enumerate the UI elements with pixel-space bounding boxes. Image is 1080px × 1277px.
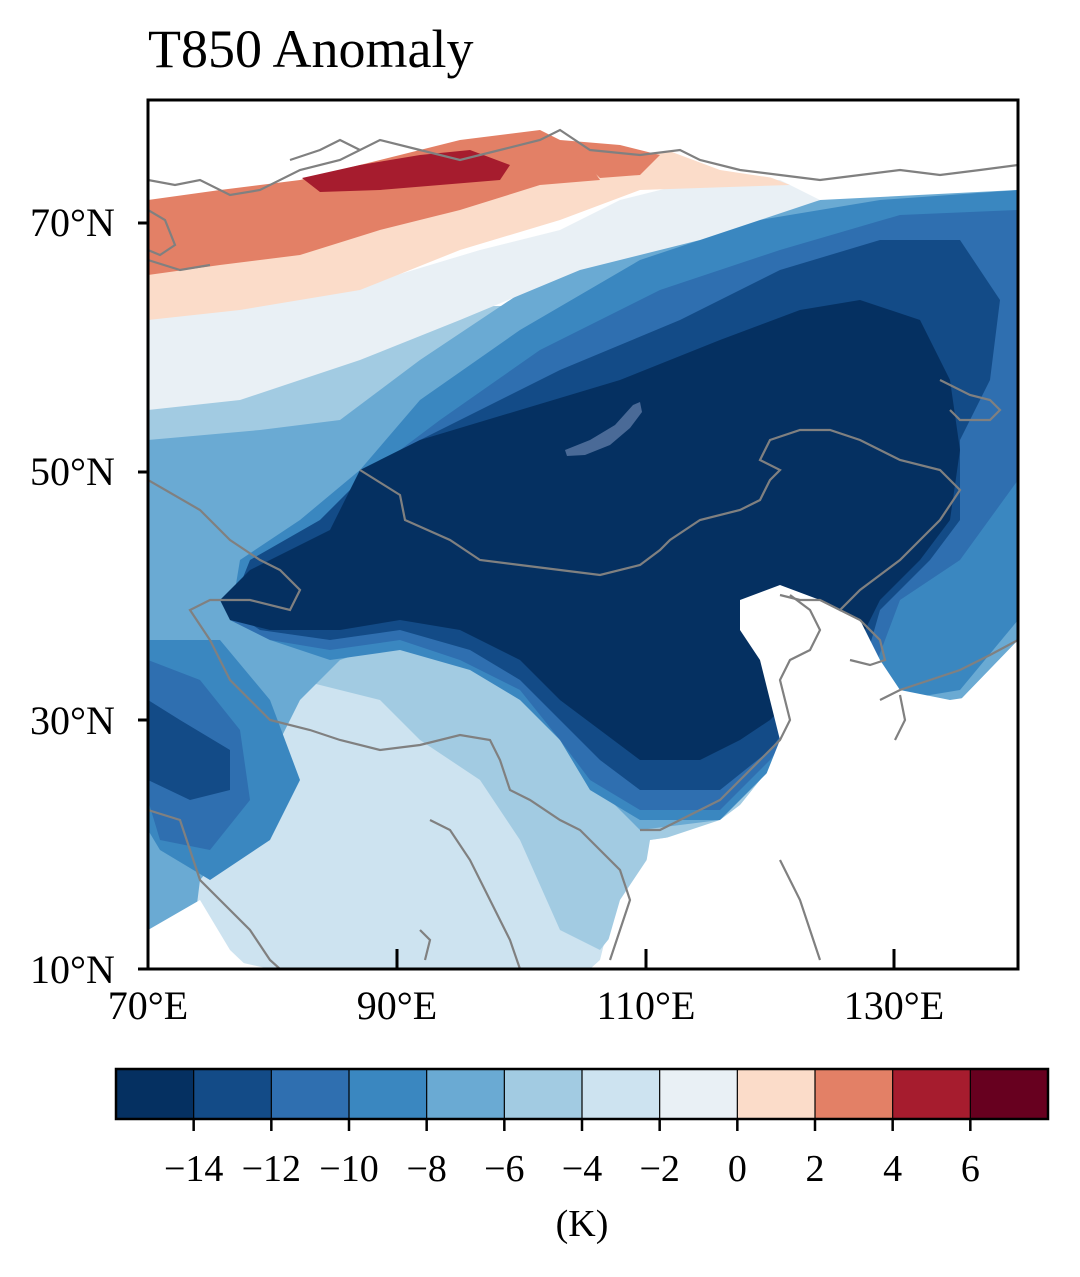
- colorbar-swatch: [349, 1069, 427, 1119]
- colorbar-swatch: [737, 1069, 815, 1119]
- colorbar-unit: (K): [555, 1203, 609, 1245]
- colorbar-label: −4: [561, 1148, 603, 1190]
- band-2-4-east: [560, 140, 660, 178]
- lat-label-70n: 70°N: [30, 200, 115, 245]
- colorbar-swatch: [193, 1069, 272, 1119]
- colorbar-label: −12: [241, 1148, 302, 1190]
- map-title: T850 Anomaly: [148, 19, 474, 79]
- lon-label-70e: 70°E: [107, 983, 189, 1028]
- colorbar-label: −2: [639, 1148, 680, 1190]
- colorbar-swatch: [892, 1069, 971, 1119]
- mask-north: [148, 100, 1018, 188]
- colorbar-label: −10: [319, 1148, 379, 1190]
- colorbar: [114, 1067, 1050, 1131]
- colorbar-swatch: [271, 1069, 349, 1119]
- colorbar-swatch: [970, 1069, 1048, 1119]
- colorbar-frame: [114, 1067, 1050, 1121]
- colorbar-label: −6: [484, 1148, 525, 1190]
- colorbar-label: −8: [406, 1148, 447, 1190]
- lat-label-50n: 50°N: [30, 449, 115, 494]
- colorbar-swatch: [582, 1069, 660, 1119]
- colorbar-swatch: [426, 1069, 505, 1119]
- colorbar-swatch: [504, 1069, 582, 1119]
- band-neg2-0: [148, 180, 820, 410]
- temperature-field: [148, 100, 1018, 969]
- mask-southwest: [148, 900, 250, 969]
- lon-label-130e: 130°E: [843, 983, 945, 1028]
- lon-label-110e: 110°E: [596, 983, 696, 1028]
- lake-baikal: [565, 402, 642, 456]
- colorbar-label: 4: [883, 1148, 903, 1190]
- coastlines: [148, 128, 1018, 969]
- lat-label-10n: 10°N: [30, 947, 115, 992]
- colorbar-swatch: [815, 1069, 893, 1119]
- axis-ticks: [138, 221, 896, 971]
- colorbar-label: 2: [805, 1148, 825, 1190]
- colorbar-label: 6: [960, 1148, 980, 1190]
- lat-label-30n: 30°N: [30, 698, 115, 743]
- colorbar-label: 0: [727, 1148, 747, 1190]
- colorbar-swatch: [116, 1069, 194, 1119]
- band-0-2: [148, 150, 790, 320]
- lon-label-90e: 90°E: [356, 983, 438, 1028]
- map-frame: [146, 98, 1020, 971]
- colorbar-swatch: [659, 1069, 738, 1119]
- colorbar-label: −14: [163, 1148, 224, 1190]
- mask-southeast: [600, 585, 1018, 969]
